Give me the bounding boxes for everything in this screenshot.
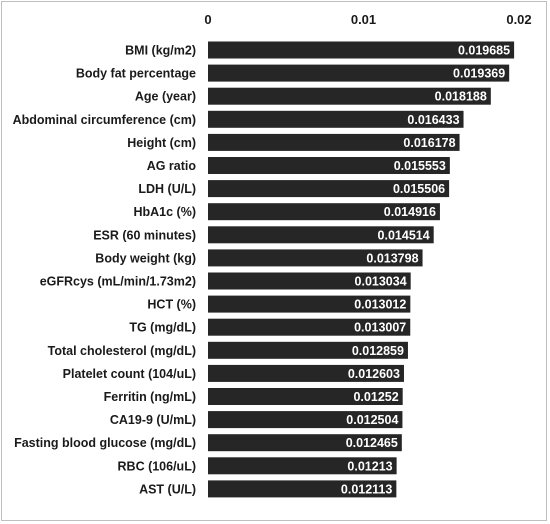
data-label: 0.019685 xyxy=(458,44,510,58)
bars xyxy=(208,41,515,498)
data-label: 0.014916 xyxy=(384,205,436,219)
bar xyxy=(208,64,510,82)
category-label: Body fat percentage xyxy=(76,67,196,81)
data-label: 0.013034 xyxy=(355,275,407,289)
bar xyxy=(208,480,397,498)
category-label: ESR (60 minutes) xyxy=(93,228,196,242)
category-label: Fasting blood glucose (mg/dL) xyxy=(14,436,196,450)
data-label: 0.012859 xyxy=(352,344,404,358)
bar xyxy=(208,411,403,429)
bar xyxy=(208,457,397,475)
bar xyxy=(208,226,434,244)
category-label: BMI (kg/m2) xyxy=(125,44,196,58)
data-label: 0.013012 xyxy=(354,298,406,312)
data-label: 0.012113 xyxy=(341,482,392,496)
category-label: Height (cm) xyxy=(127,136,196,150)
data-label: 0.012504 xyxy=(346,413,398,427)
bar xyxy=(208,87,491,105)
category-label: TG (mg/dL) xyxy=(129,321,196,335)
data-label: 0.016433 xyxy=(407,113,459,127)
x-tick-label: 0.01 xyxy=(351,12,376,27)
category-label: HCT (%) xyxy=(147,298,196,312)
x-axis-ticks: 0 0.01 0.02 xyxy=(204,12,531,27)
category-label: eGFRcys (mL/min/1.73m2) xyxy=(40,275,196,289)
x-tick-label: 0 xyxy=(204,12,211,27)
data-label: 0.01252 xyxy=(353,390,398,404)
bar xyxy=(208,341,408,359)
category-label: AG ratio xyxy=(147,159,197,173)
value-labels: 0.019685 0.019369 0.018188 0.016433 0.016178… xyxy=(341,44,510,497)
data-label: 0.012465 xyxy=(346,436,398,450)
bar xyxy=(208,110,464,128)
data-label: 0.016178 xyxy=(403,136,455,150)
bar xyxy=(208,272,411,290)
bar xyxy=(208,203,440,221)
bar xyxy=(208,364,404,382)
bar xyxy=(208,41,515,59)
data-label: 0.015506 xyxy=(393,182,445,196)
category-label: Total cholesterol (mg/dL) xyxy=(48,344,196,358)
bar xyxy=(208,249,423,267)
category-label: HbA1c (%) xyxy=(133,205,196,219)
category-label: LDH (U/L) xyxy=(138,182,196,196)
bar xyxy=(208,318,411,336)
data-label: 0.018188 xyxy=(435,90,487,104)
category-label: RBC (106/uL) xyxy=(118,459,196,473)
category-label: Platelet count (104/uL) xyxy=(63,367,196,381)
category-label: AST (U/L) xyxy=(139,482,196,496)
bar xyxy=(208,434,402,452)
bar xyxy=(208,157,450,174)
data-label: 0.013798 xyxy=(366,251,418,265)
data-label: 0.012603 xyxy=(348,367,400,381)
category-label: Body weight (kg) xyxy=(95,251,196,265)
category-label: Ferritin (ng/mL) xyxy=(104,390,196,404)
bar xyxy=(208,180,450,198)
bar xyxy=(208,388,403,405)
x-tick-label: 0.02 xyxy=(506,12,531,27)
bar xyxy=(208,133,460,151)
category-labels: BMI (kg/m2) Body fat percentage Age (year)… xyxy=(13,44,197,497)
bar xyxy=(208,295,411,313)
data-label: 0.015553 xyxy=(394,159,446,173)
category-label: Abdominal circumference (cm) xyxy=(13,113,196,127)
data-label: 0.013007 xyxy=(354,321,406,335)
data-label: 0.019369 xyxy=(453,67,505,81)
category-label: CA19-9 (U/mL) xyxy=(110,413,196,427)
data-label: 0.014514 xyxy=(378,228,430,242)
category-label: Age (year) xyxy=(135,90,196,104)
data-label: 0.01213 xyxy=(347,459,392,473)
